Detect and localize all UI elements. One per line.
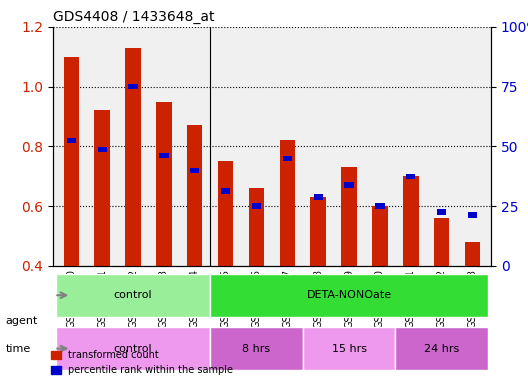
Text: 15 hrs: 15 hrs [332,344,366,354]
FancyBboxPatch shape [303,327,395,370]
Text: agent: agent [5,316,37,326]
Bar [187,126,202,384]
Bar [190,167,200,173]
Bar [218,161,233,384]
Bar [67,138,76,143]
FancyBboxPatch shape [210,327,303,370]
FancyBboxPatch shape [56,274,210,317]
Bar [344,182,354,188]
Bar [434,218,449,384]
Bar [125,48,141,384]
Bar [406,174,416,179]
Bar [280,141,295,384]
Bar [159,152,168,158]
Text: control: control [114,290,153,300]
Legend: transformed count, percentile rank within the sample: transformed count, percentile rank withi… [47,346,238,379]
Bar [375,204,384,209]
Bar [221,189,230,194]
Text: DETA-NONOate: DETA-NONOate [307,290,392,300]
Bar [282,156,292,161]
Bar [128,84,138,89]
Bar [465,242,480,384]
FancyBboxPatch shape [210,274,488,317]
FancyBboxPatch shape [395,327,488,370]
Bar [403,176,419,384]
Bar [437,209,446,215]
Bar [63,57,79,384]
Text: time: time [5,344,31,354]
Bar [372,206,388,384]
Bar [249,188,264,384]
Bar [252,204,261,209]
Bar [95,111,110,384]
Bar [156,101,172,384]
Bar [314,194,323,200]
Bar [342,167,357,384]
Bar [98,147,107,152]
Text: 8 hrs: 8 hrs [242,344,270,354]
Text: GDS4408 / 1433648_at: GDS4408 / 1433648_at [53,10,214,25]
Text: control: control [114,344,153,354]
Bar [310,197,326,384]
Bar [468,212,477,218]
Text: 24 hrs: 24 hrs [424,344,459,354]
FancyBboxPatch shape [56,327,210,370]
